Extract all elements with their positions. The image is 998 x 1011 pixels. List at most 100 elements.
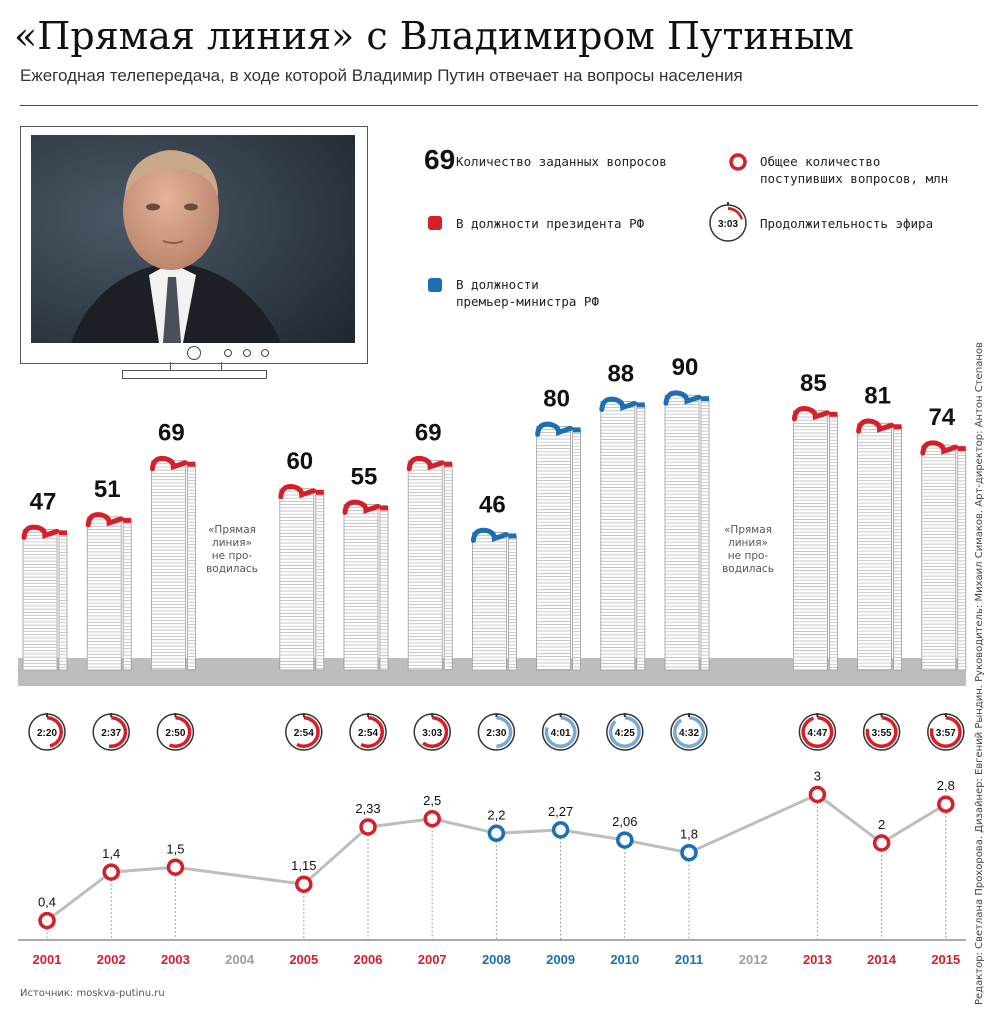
clock-label: 2:54: [358, 728, 378, 739]
clock-2006: 2:54: [349, 713, 387, 751]
legend-duration-label: Продолжительность эфира: [760, 216, 934, 231]
clock-inner: [548, 719, 574, 745]
bar-cover-small: [59, 530, 67, 536]
total-point-2002: [102, 863, 120, 881]
clock-label: 4:47: [807, 728, 827, 739]
bar-value-label: 69: [415, 420, 442, 447]
credits-note: Редактор: Светлана Прохорова. Дизайнер: …: [974, 342, 985, 1005]
clock-2011: 4:32: [670, 713, 708, 751]
clock-label: 3:55: [872, 728, 892, 739]
clock-2005: 2:54: [285, 713, 323, 751]
total-point-2007: [423, 810, 441, 828]
legend-questions-label: Количество заданных вопросов: [456, 154, 667, 169]
bar-cover-small: [572, 427, 581, 433]
total-value-label: 1,4: [102, 846, 120, 861]
bar-stack: [150, 460, 186, 671]
tv-stand: [122, 370, 267, 379]
legend-ring-icon: [729, 153, 747, 171]
year-label-2010: 2010: [610, 952, 639, 967]
clock-2007: 3:03: [413, 713, 451, 751]
bar-value-label: 60: [286, 448, 313, 475]
bar-value-label: 81: [864, 382, 891, 409]
header-divider: [20, 105, 978, 106]
clock-inner: [98, 719, 124, 745]
tv-knob-icon: [224, 349, 232, 357]
bar-value-label: 74: [928, 404, 955, 431]
no-broadcast-note-2012: «Прямая линия» не про-водилась: [722, 524, 774, 575]
bar-stack-small: [443, 464, 453, 671]
year-label-2013: 2013: [803, 952, 832, 967]
clock-inner: [804, 719, 830, 745]
bar-cover-small: [187, 461, 196, 467]
total-point-2013: [808, 785, 827, 804]
total-point-2006: [359, 818, 377, 836]
total-value-label: 2,06: [612, 814, 637, 829]
clock-inner: [419, 719, 445, 745]
clock-2001: 2:20: [28, 713, 66, 751]
legend-pm-label-2: премьер-министра РФ: [456, 294, 599, 309]
year-label-2008: 2008: [482, 952, 511, 967]
legend-duration-sample: 3:03: [718, 219, 738, 230]
bar-cover: [920, 440, 959, 456]
clock-2013: 4:47: [798, 713, 837, 751]
bar-value-label: 55: [351, 463, 378, 490]
clock-2014: 3:55: [862, 713, 901, 751]
bar-stack: [536, 425, 571, 671]
year-label-2011: 2011: [675, 952, 703, 967]
bar-cover-small: [636, 402, 645, 408]
legend-pm-label-1: В должности: [456, 277, 539, 292]
total-point-2005: [295, 875, 313, 893]
total-point-2015: [937, 795, 955, 813]
year-label-2005: 2005: [289, 952, 318, 967]
legend-sample-value: 69: [424, 144, 456, 175]
year-label-2003: 2003: [161, 952, 190, 967]
year-label-2012: 2012: [739, 952, 768, 967]
bar-value-label: 88: [607, 360, 634, 387]
total-value-label: 1,5: [166, 841, 184, 856]
bar-stack-small: [636, 405, 646, 671]
total-point-2014: [872, 834, 891, 852]
clock-inner: [676, 719, 702, 745]
clock-label: 3:03: [422, 728, 442, 739]
legend-president-label: В должности президента РФ: [456, 216, 645, 231]
clock-inner: [483, 719, 509, 745]
bar-value-label: 46: [479, 491, 506, 518]
clock-inner: [869, 719, 895, 745]
year-label-2007: 2007: [418, 952, 447, 967]
total-point-2009: [551, 821, 570, 839]
portrait-illustration: [31, 135, 355, 343]
bar-value-label: 47: [30, 488, 57, 515]
total-value-label: 2,33: [355, 801, 380, 816]
bar-cover: [21, 524, 60, 540]
clock-label: 4:25: [615, 728, 635, 739]
bar-2010: 88: [599, 360, 646, 671]
tv-frame: [20, 126, 368, 364]
clock-label: 2:37: [101, 728, 121, 739]
legend-clock-icon: 3:03: [709, 202, 747, 242]
portrait-photo: [31, 135, 355, 343]
clock-label: 2:54: [294, 728, 314, 739]
bar-cover: [342, 499, 381, 515]
year-label-2014: 2014: [867, 952, 897, 967]
total-value-label: 2,2: [487, 807, 505, 822]
bar-value-label: 85: [800, 370, 827, 397]
bar-value-label: 69: [158, 420, 185, 447]
year-label-2001: 2001: [33, 952, 62, 967]
bar-2009: 80: [535, 385, 581, 671]
tv-knob-icon: [243, 349, 251, 357]
bar-cover-small: [380, 505, 388, 511]
clock-2008: 2:30: [477, 713, 516, 751]
total-point-2011: [680, 843, 698, 862]
bar-2007: 69: [406, 420, 453, 671]
bar-cover: [278, 484, 317, 500]
bar-cover-small: [508, 533, 517, 539]
bar-cover: [791, 406, 830, 422]
bar-stack-small: [315, 492, 325, 671]
clock-inner: [355, 719, 381, 745]
bar-cover-small: [444, 461, 453, 467]
bar-stack: [279, 488, 315, 671]
bar-cover: [149, 455, 188, 472]
bar-cover-small: [957, 446, 966, 452]
bar-2005: 60: [278, 448, 325, 671]
total-point-2003: [166, 858, 185, 876]
